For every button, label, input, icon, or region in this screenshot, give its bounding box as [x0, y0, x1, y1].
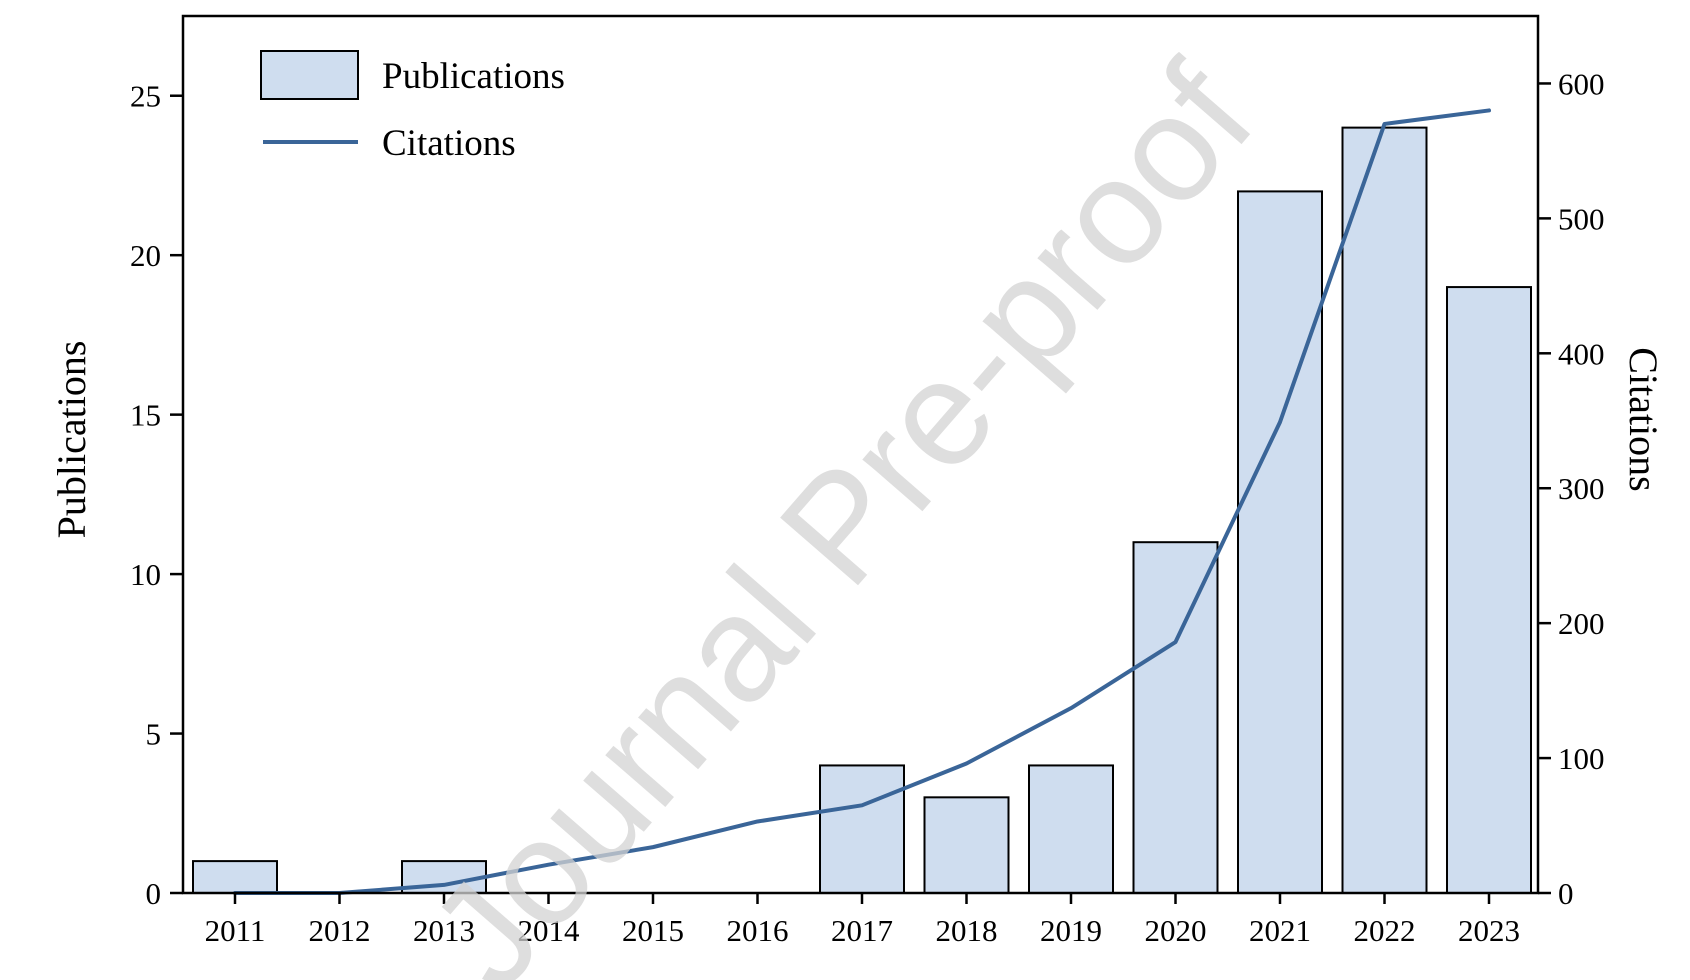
x-tick-label-2016: 2016 — [727, 913, 789, 948]
bar-2022 — [1341, 126, 1428, 895]
y2-axis-title: Citations — [1621, 347, 1666, 491]
y-tick-label-15: 15 — [130, 398, 161, 433]
y-tick-label-0: 0 — [146, 876, 162, 911]
x-tick-label-2014: 2014 — [518, 913, 581, 948]
bar-2021 — [1237, 190, 1323, 894]
y2-tick-label-400: 400 — [1558, 336, 1605, 371]
x-tick-label-2023: 2023 — [1458, 913, 1520, 948]
bar-2019 — [1028, 764, 1114, 894]
bar-2023 — [1446, 286, 1532, 894]
bar-2020 — [1132, 541, 1219, 894]
y2-tick-label-100: 100 — [1558, 741, 1605, 776]
x-tick-label-2020: 2020 — [1145, 913, 1207, 948]
y-tick-label-5: 5 — [146, 717, 162, 752]
x-tick-label-2022: 2022 — [1354, 913, 1416, 948]
x-tick-label-2015: 2015 — [622, 913, 684, 948]
x-tick-label-2013: 2013 — [413, 913, 475, 948]
y-tick-label-10: 10 — [130, 557, 161, 592]
legend-label-publications: Publications — [382, 56, 565, 97]
x-tick-label-2018: 2018 — [936, 913, 998, 948]
y-tick-label-20: 20 — [130, 238, 161, 273]
y-axis-title: Publications — [49, 341, 94, 539]
x-tick-label-2017: 2017 — [831, 913, 893, 948]
y-tick-label-25: 25 — [130, 79, 161, 114]
plot-frame — [181, 14, 1540, 895]
y2-tick-label-600: 600 — [1558, 66, 1605, 101]
x-tick-label-2011: 2011 — [205, 913, 266, 948]
x-tick-label-2012: 2012 — [309, 913, 371, 948]
bar-2017 — [819, 764, 905, 894]
x-tick-label-2021: 2021 — [1249, 913, 1311, 948]
y2-tick-label-500: 500 — [1558, 201, 1605, 236]
legend-label-citations: Citations — [382, 123, 516, 164]
bar-2011 — [192, 860, 278, 894]
legend: Publications Citations — [260, 50, 565, 164]
axes-layer: 2011 2012 2013 2014 2015 2016 2017 2018 2019 2020… — [130, 66, 1605, 948]
x-tick-label-2019: 2019 — [1040, 913, 1102, 948]
bar-2018 — [923, 796, 1010, 894]
legend-swatch-publications — [260, 50, 359, 100]
axis-titles: Publications Citations — [49, 341, 1666, 539]
y2-tick-label-200: 200 — [1558, 606, 1605, 641]
y2-tick-label-0: 0 — [1558, 876, 1574, 911]
y2-tick-label-300: 300 — [1558, 471, 1605, 506]
